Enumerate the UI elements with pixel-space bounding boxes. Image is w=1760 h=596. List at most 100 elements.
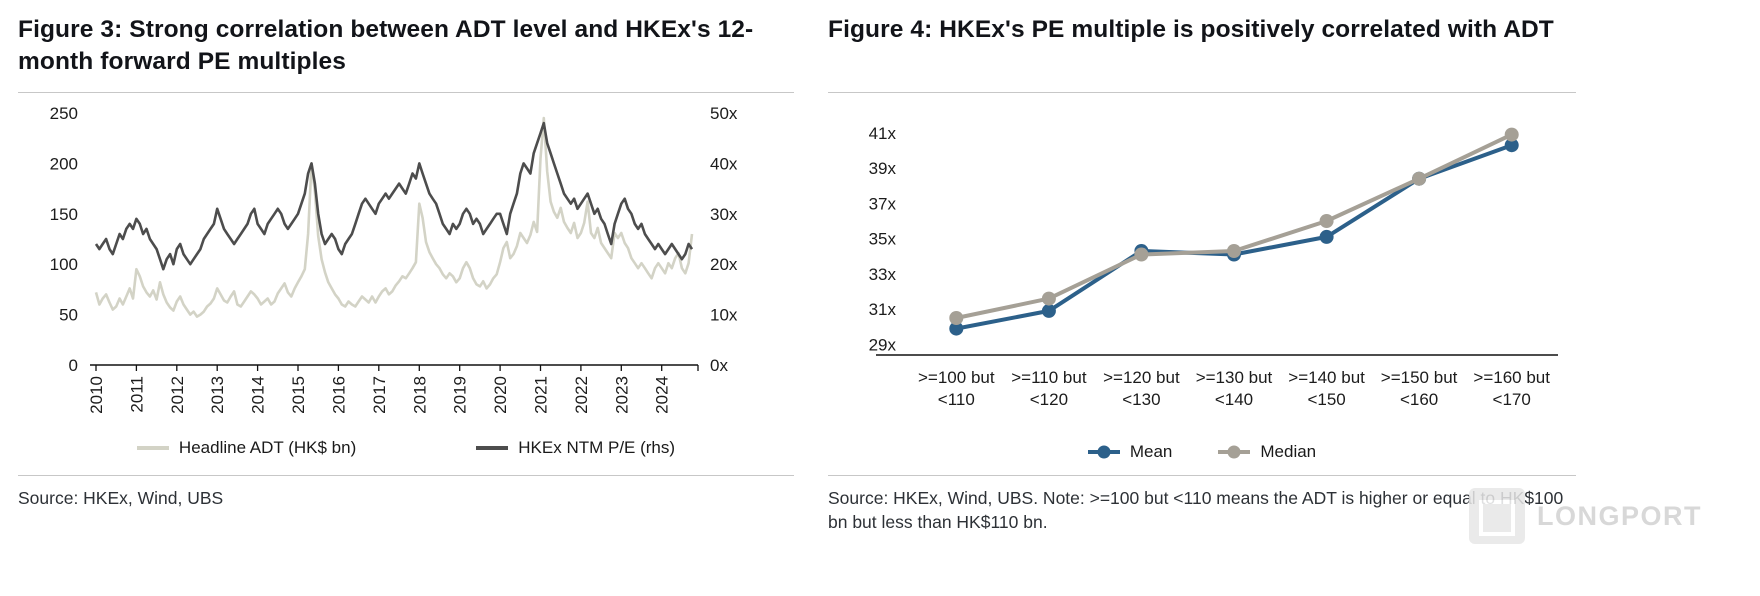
svg-text:<160: <160 [1400,390,1438,409]
legend-item-median: Median [1218,442,1316,462]
svg-text:2016: 2016 [329,376,348,414]
svg-text:41x: 41x [869,124,897,143]
longport-logo-icon [1469,488,1525,544]
svg-text:>=110 but: >=110 but [1011,368,1087,387]
svg-text:<120: <120 [1030,390,1068,409]
svg-text:200: 200 [49,154,77,173]
headline-adt-line [94,116,693,318]
adt-line-swatch [136,446,169,450]
svg-text:30x: 30x [710,205,738,224]
fig3-y-axis-left: 0 50 100 150 200 250 [49,104,77,375]
median-marker [949,311,964,325]
figure4-title: Figure 4: HKEx's PE multiple is positive… [828,16,1554,43]
hkex-ntm-pe-line [94,121,693,271]
mean-marker [949,321,964,336]
median-line [955,132,1513,320]
figure4-legend: Mean Median [1087,442,1316,462]
longport-watermark: LONGPORT [1469,488,1702,544]
svg-text:<170: <170 [1493,390,1531,409]
mean-line-swatch [1087,450,1120,454]
figure4-bottom-divider [828,475,1576,476]
median-marker [1412,171,1427,186]
svg-text:2024: 2024 [652,376,671,414]
fig4-y-axis: 29x 31x 33x 35x 37x 39x 41x [869,124,897,354]
svg-text:>=140 but: >=140 but [1288,368,1365,387]
svg-text:37x: 37x [869,194,897,213]
svg-text:2023: 2023 [612,376,631,414]
svg-text:<150: <150 [1307,390,1345,409]
svg-text:>=100 but: >=100 but [918,368,995,387]
legend-item-hkex-ntm-pe: HKEx NTM P/E (rhs) [476,438,675,458]
svg-text:2018: 2018 [410,376,429,414]
legend-label-mean: Mean [1129,442,1173,461]
figure4-chart-area: 29x 31x 33x 35x 37x 39x 41x >=100 but <110 >=110 … [828,93,1576,475]
figure3-svg: 0 50 100 150 200 250 0x 10x 20x 30x 40x 50x 2010 2011… [49,104,738,414]
legend-item-headline-adt: Headline ADT (HK$ bn) [136,438,357,458]
median-marker [1041,291,1056,306]
figure4-panel: Figure 4: HKEx's PE multiple is positive… [828,14,1576,596]
svg-text:2022: 2022 [571,376,590,414]
svg-text:>=120 but: >=120 but [1103,368,1180,387]
fig3-x-axis: 2010 2011 2012 2013 2014 2015 2016 2017 2018 2019… [87,365,699,414]
median-marker [1227,244,1241,258]
mean-marker [1319,229,1334,244]
legend-item-mean: Mean [1087,442,1173,462]
figure3-top-divider [18,92,794,93]
svg-text:100: 100 [49,255,77,274]
svg-text:>=160 but: >=160 but [1473,368,1550,387]
median-marker [1504,127,1519,142]
svg-text:0: 0 [68,356,77,375]
svg-text:2014: 2014 [248,376,267,414]
figure3-source: Source: HKEx, Wind, UBS [18,488,224,508]
fig4-x-axis: >=100 but <110 >=110 but <120 >=120 but <130 >… [918,368,1550,409]
svg-text:50: 50 [59,306,78,325]
legend-label-headline-adt: Headline ADT (HK$ bn) [178,438,357,457]
svg-text:150: 150 [49,205,77,224]
svg-text:2011: 2011 [127,376,146,413]
svg-text:>=130 but: >=130 but [1196,368,1273,387]
fig3-y-axis-right: 0x 10x 20x 30x 40x 50x [710,104,738,375]
svg-text:39x: 39x [869,159,897,178]
svg-text:2021: 2021 [531,376,550,414]
figure3-plot: 0 50 100 150 200 250 0x 10x 20x 30x 40x 50x 2010 2011… [34,103,779,434]
pe-line-swatch [476,446,509,450]
svg-text:<140: <140 [1215,390,1253,409]
longport-watermark-text: LONGPORT [1537,500,1702,531]
svg-text:2020: 2020 [491,376,510,414]
svg-text:<130: <130 [1122,390,1160,409]
legend-label-hkex-ntm-pe: HKEx NTM P/E (rhs) [518,438,676,457]
median-marker [1134,247,1149,262]
svg-text:50x: 50x [710,104,738,123]
legend-label-median: Median [1260,442,1317,461]
svg-text:2015: 2015 [289,376,308,414]
median-marker [1319,214,1334,228]
figure4-source: Source: HKEx, Wind, UBS. Note: >=100 but… [828,488,1564,533]
figure3-bottom-divider [18,475,794,476]
figure4-svg: 29x 31x 33x 35x 37x 39x 41x >=100 but <110 >=110 … [869,124,1558,409]
svg-text:10x: 10x [710,306,738,325]
figure3-panel: Figure 3: Strong correlation between ADT… [18,14,794,596]
svg-text:33x: 33x [869,265,897,284]
figure3-title: Figure 3: Strong correlation between ADT… [18,16,754,75]
median-line-swatch [1218,450,1251,454]
svg-text:>=150 but: >=150 but [1381,368,1458,387]
svg-text:2013: 2013 [208,376,227,414]
figure4-top-divider [828,92,1576,93]
svg-text:250: 250 [49,104,77,123]
svg-text:29x: 29x [869,335,897,354]
figure4-plot: 29x 31x 33x 35x 37x 39x 41x >=100 but <110 >=110 … [832,103,1572,438]
svg-text:2019: 2019 [450,376,469,414]
svg-text:0x: 0x [710,356,728,375]
mean-marker [1504,138,1519,153]
svg-text:2017: 2017 [369,376,388,414]
cube-glyph-icon [1479,500,1515,536]
mean-marker [1041,303,1056,318]
svg-text:2010: 2010 [87,376,106,414]
svg-text:35x: 35x [869,230,897,249]
svg-text:2012: 2012 [167,376,186,414]
svg-text:31x: 31x [869,300,897,319]
svg-text:20x: 20x [710,255,738,274]
figure3-chart-area: 0 50 100 150 200 250 0x 10x 20x 30x 40x 50x 2010 2011… [18,93,794,475]
svg-text:<110: <110 [938,390,975,409]
